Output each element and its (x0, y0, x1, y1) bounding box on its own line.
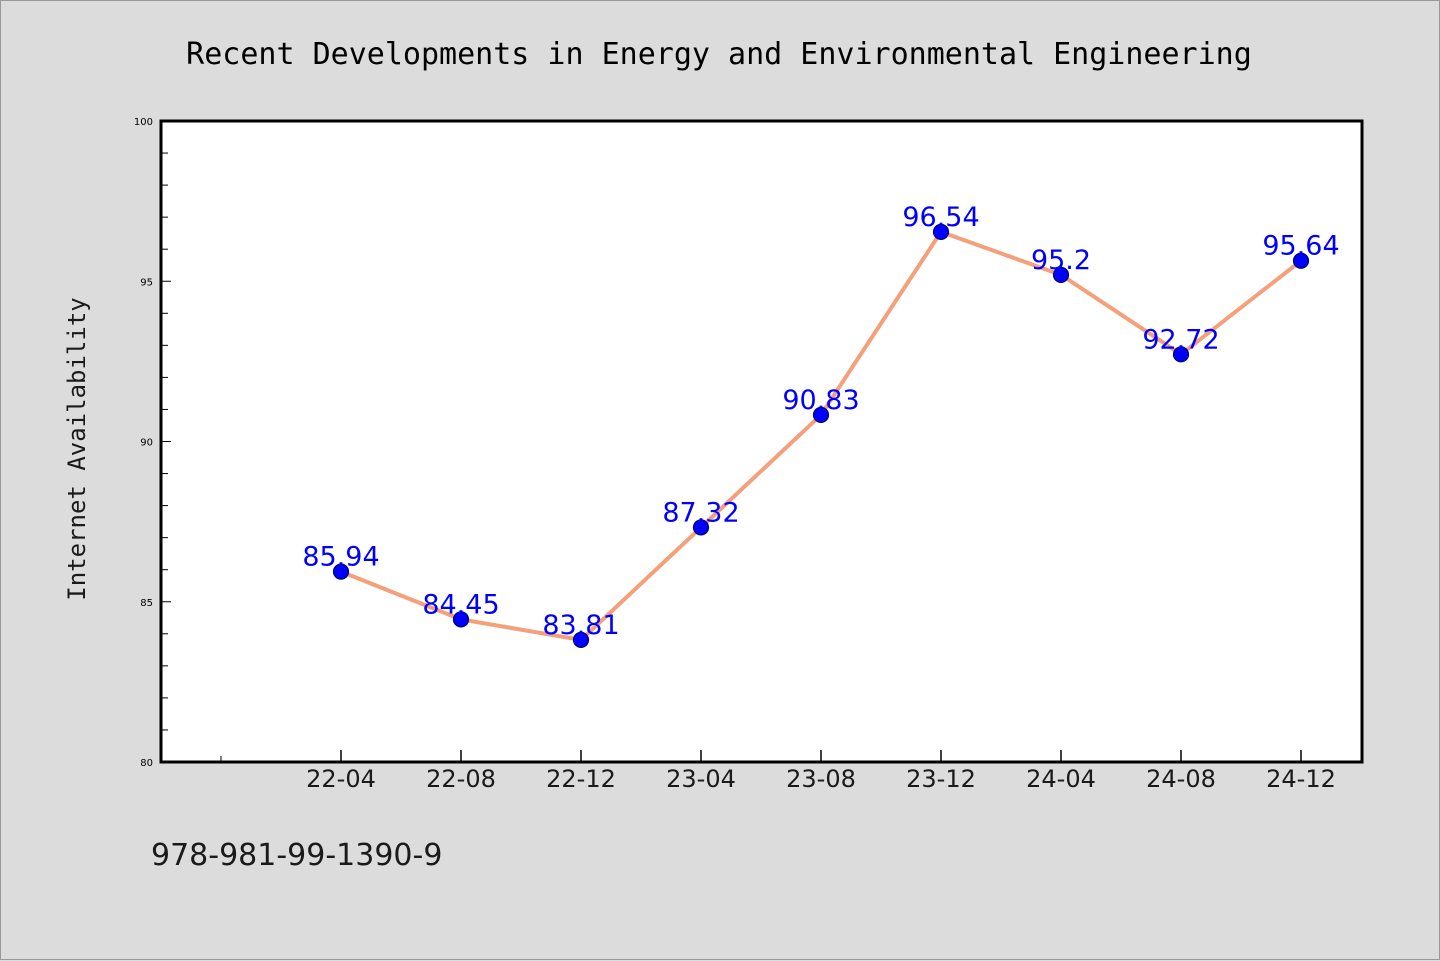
data-point (1172, 346, 1190, 363)
footer-isbn: 978-981-99-1390-9 (151, 838, 442, 873)
x-tick-label: 23-08 (786, 765, 856, 793)
y-tick-label: 90 (140, 438, 153, 449)
x-tick-label: 24-04 (1026, 765, 1096, 793)
x-tick-label: 23-04 (666, 765, 736, 793)
x-tick-label: 22-08 (426, 765, 496, 793)
x-tick-label: 23-12 (906, 765, 976, 793)
data-label: 95.2 (1031, 245, 1091, 276)
data-label: 85.94 (302, 542, 379, 573)
data-point (452, 611, 470, 628)
y-axis-label: Internet Availability (63, 297, 91, 600)
data-label: 96.54 (902, 202, 979, 233)
chart-title: Recent Developments in Energy and Enviro… (186, 37, 1252, 72)
data-label: 90.83 (782, 385, 859, 416)
plot-area (159, 119, 1364, 764)
x-tick-label: 22-12 (546, 765, 616, 793)
data-point (692, 519, 710, 536)
y-tick-label: 95 (140, 277, 153, 288)
data-point (1292, 252, 1310, 269)
data-point (572, 631, 590, 648)
data-point (812, 406, 830, 423)
x-tick-label: 24-12 (1266, 765, 1336, 793)
data-point (932, 223, 950, 240)
data-label: 84.45 (422, 589, 499, 620)
y-tick-label: 80 (140, 758, 153, 769)
data-label: 83.81 (542, 610, 619, 641)
data-point (1052, 266, 1070, 283)
y-tick-label: 100 (134, 117, 153, 128)
y-tick-label: 85 (140, 598, 153, 609)
x-tick-label: 22-04 (306, 765, 376, 793)
data-label: 95.64 (1262, 231, 1339, 262)
x-tick-label: 24-08 (1146, 765, 1216, 793)
data-label: 92.72 (1142, 324, 1219, 355)
series-group: 85.94 84.45 83.81 87.32 90.83 96.54 95.2 92.72 9… (302, 202, 1340, 648)
data-point (332, 563, 350, 580)
data-label: 87.32 (662, 497, 739, 528)
axes-group: 80 85 90 95 100 22-04 22-08 22-12 23-04 23-08 23-1… (134, 117, 1336, 793)
